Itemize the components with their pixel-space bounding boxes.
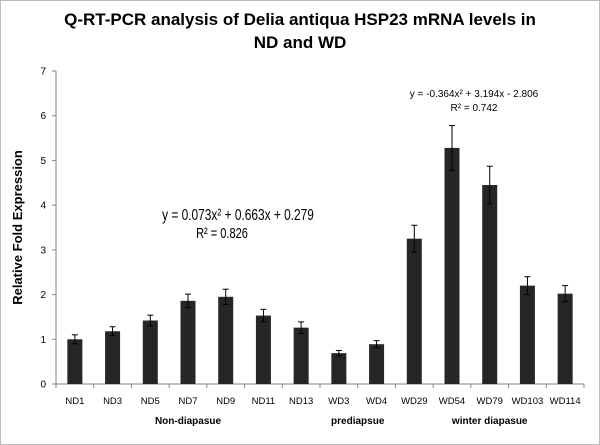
- x-tick-label: WD114: [550, 396, 581, 407]
- trendline-equation-nd: y = 0.073x² + 0.663x + 0.279: [162, 205, 314, 223]
- x-tick-label: ND5: [141, 396, 160, 407]
- bar-wd114: [557, 293, 573, 384]
- group-label: winter diapasue: [451, 416, 528, 427]
- y-tick-label: 6: [40, 111, 46, 122]
- bar-wd79: [482, 185, 498, 384]
- x-tick-label: WD29: [401, 396, 427, 407]
- x-tick-label: WD103: [512, 396, 544, 407]
- bar-wd54: [444, 147, 460, 384]
- x-tick-label: ND13: [289, 396, 313, 407]
- y-axis-label: Relative Fold Expression: [10, 150, 25, 305]
- bar-wd4: [369, 344, 385, 384]
- bar-nd11: [255, 315, 271, 384]
- x-tick-label: WD79: [477, 396, 503, 407]
- group-label: Non-diapasue: [155, 416, 222, 427]
- trendline-r2-nd: R² = 0.826: [196, 224, 248, 241]
- trendline-r2-wd: R² = 0.742: [451, 103, 498, 114]
- chart-title-line1: Q-RT-PCR analysis of Delia antiqua HSP23…: [64, 10, 536, 29]
- bar-wd103: [519, 285, 535, 384]
- x-tick-label: ND11: [252, 396, 276, 407]
- y-tick-label: 0: [40, 380, 46, 391]
- y-tick-label: 2: [40, 290, 46, 301]
- bar-nd13: [293, 327, 309, 384]
- bar-nd3: [105, 331, 121, 384]
- bar-nd5: [142, 320, 158, 384]
- x-tick-label: ND9: [216, 396, 235, 407]
- bar-wd3: [331, 353, 347, 384]
- group-label: prediapsue: [331, 416, 385, 427]
- bar-wd29: [406, 238, 422, 384]
- x-tick-label: WD54: [439, 396, 465, 407]
- y-tick-label: 7: [40, 67, 46, 78]
- x-tick-label: WD3: [328, 396, 349, 407]
- chart-title-line2: ND and WD: [253, 33, 347, 52]
- x-tick-label: ND3: [103, 396, 122, 407]
- bar-nd9: [218, 296, 234, 384]
- y-tick-label: 1: [40, 335, 46, 346]
- x-tick-label: ND7: [178, 396, 197, 407]
- x-tick-label: WD4: [366, 396, 387, 407]
- y-tick-label: 5: [40, 156, 46, 167]
- y-tick-label: 4: [40, 201, 46, 212]
- x-tick-label: ND1: [65, 396, 84, 407]
- y-tick-label: 3: [40, 245, 46, 256]
- bar-nd7: [180, 300, 196, 384]
- trendline-equation-wd: y = -0.364x² + 3.194x - 2.806: [410, 89, 539, 100]
- bar-nd1: [67, 339, 83, 384]
